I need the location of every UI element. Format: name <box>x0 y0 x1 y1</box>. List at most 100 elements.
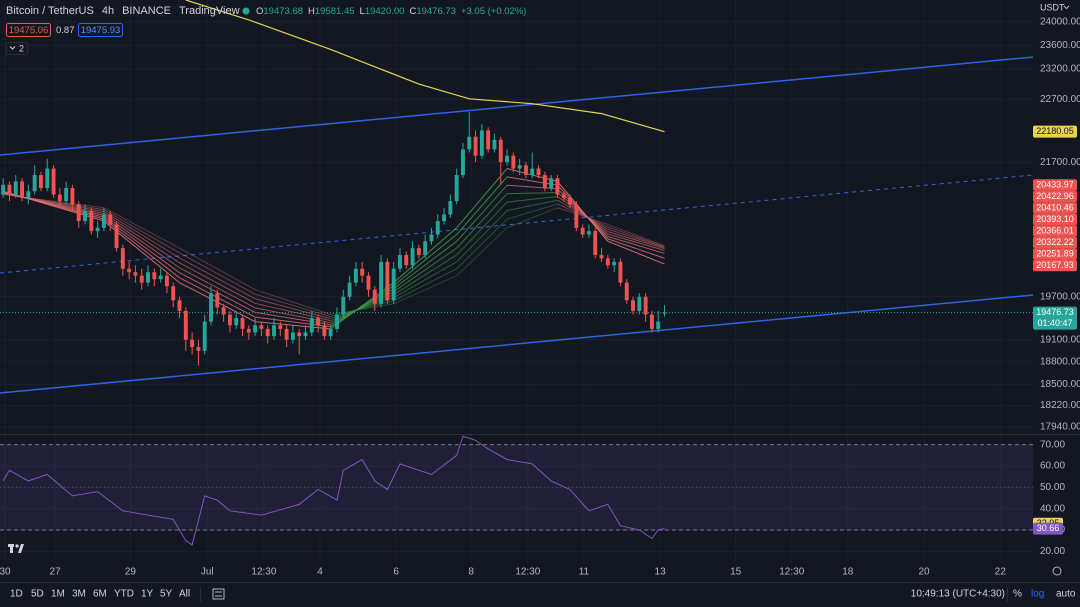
range-button[interactable]: 5Y <box>160 589 173 600</box>
candle-body <box>32 175 37 192</box>
price-badge <box>1033 225 1077 237</box>
candle-body <box>523 165 528 176</box>
range-button[interactable]: 1D <box>10 589 23 600</box>
candle-body <box>190 339 195 348</box>
candle-body <box>215 293 220 308</box>
range-button[interactable]: 1Y <box>141 589 154 600</box>
y-tick-label: 22700.00 <box>1040 94 1080 105</box>
clock: 10:49:13 (UTC+4:30) <box>911 589 1005 600</box>
candle-body <box>152 272 157 280</box>
price-badge <box>1033 179 1077 191</box>
price-badge-label: 20393.10 <box>1036 214 1074 224</box>
scale-button[interactable]: log <box>1031 589 1044 600</box>
candle-body <box>272 325 276 337</box>
candle-body <box>309 318 314 333</box>
candle-body <box>120 248 125 269</box>
candle-body <box>89 211 94 232</box>
currency-chevron <box>1063 5 1070 10</box>
candle-body <box>498 139 503 163</box>
candle-body <box>26 191 31 198</box>
candle-body <box>586 231 591 235</box>
currency[interactable]: USDT <box>1040 2 1065 12</box>
candle-body <box>643 296 648 315</box>
candle-body <box>83 211 87 222</box>
x-tick-label: 6 <box>393 567 399 578</box>
range-button[interactable]: 5D <box>31 589 44 600</box>
candle-body <box>246 328 251 333</box>
range-button[interactable]: 6M <box>93 589 107 600</box>
candle-body <box>158 275 163 280</box>
price-badge-label: 20366.01 <box>1036 225 1074 235</box>
ribbon-segment <box>506 199 558 212</box>
candle-body <box>631 300 635 311</box>
scale-button[interactable]: auto <box>1056 589 1076 600</box>
candle-body <box>379 261 384 304</box>
candle-body <box>76 204 81 222</box>
ribbon-segment <box>456 218 508 270</box>
candle-body <box>284 328 289 340</box>
candle-body <box>20 181 24 198</box>
ohlc-value: 19476.73 <box>416 6 456 17</box>
candle-body <box>347 282 352 297</box>
candle-body <box>133 272 138 276</box>
x-tick-label: Jul <box>201 567 214 578</box>
channel-lower <box>0 294 1033 394</box>
x-tick-label: 27 <box>50 567 62 578</box>
candle-body <box>593 231 598 255</box>
ribbon-segment <box>393 254 457 296</box>
candle-body <box>385 261 390 301</box>
candle-body <box>637 296 642 311</box>
candle-body <box>398 254 402 269</box>
ribbon-segment <box>557 207 608 225</box>
indicator-toggle[interactable] <box>6 42 28 55</box>
candle-body <box>259 325 264 329</box>
candle-body <box>656 321 661 329</box>
source: TradingView <box>179 5 240 17</box>
scale-button[interactable]: % <box>1013 589 1022 600</box>
y-tick-label: 19100.00 <box>1040 334 1080 345</box>
ribbon-segment <box>103 211 180 259</box>
ohlc-key: C <box>409 6 416 17</box>
ask-box[interactable] <box>78 23 123 37</box>
y-tick-label: 23200.00 <box>1040 64 1080 75</box>
price-badge <box>1033 236 1077 249</box>
ask: 19475.93 <box>81 25 121 36</box>
candle-body <box>183 310 188 340</box>
ribbon-segment <box>507 184 558 190</box>
ribbon-segment <box>103 207 180 249</box>
range-button[interactable]: All <box>179 589 190 600</box>
range-button[interactable]: YTD <box>114 589 134 600</box>
ribbon-segment <box>456 210 508 263</box>
price-badge-label: 20167.93 <box>1036 260 1074 270</box>
candle-body <box>95 227 100 232</box>
compare-icon[interactable] <box>212 588 225 600</box>
ribbon-segment <box>179 267 256 309</box>
ribbon-segment <box>506 195 558 203</box>
countdown: 01:40:47 <box>1037 318 1072 328</box>
x-tick-label: 22 <box>995 567 1007 578</box>
price-badge-label: 20410.46 <box>1036 202 1074 212</box>
ribbon-segment <box>456 184 508 242</box>
candle-body <box>108 214 113 225</box>
ohlc-key: H <box>308 6 315 17</box>
ribbon-segment <box>330 282 394 330</box>
candle-body <box>624 282 629 301</box>
chevron <box>9 46 16 50</box>
settings-icon[interactable] <box>1052 566 1062 576</box>
channel-middle <box>0 174 1033 274</box>
candle-body <box>442 214 447 222</box>
candle-body <box>360 268 365 276</box>
candle-body <box>612 261 617 266</box>
ohlc-key: L <box>360 6 365 17</box>
candle-body <box>511 155 516 169</box>
bid-box[interactable] <box>6 23 51 37</box>
ribbon-segment <box>507 192 558 195</box>
ohlc-key: O <box>256 6 263 17</box>
range-button[interactable]: 3M <box>72 589 86 600</box>
candle-body <box>64 188 69 202</box>
price-badge <box>1033 202 1077 214</box>
range-button[interactable]: 1M <box>51 589 65 600</box>
rsi-tick-label: 60.00 <box>1040 461 1065 472</box>
candle-body <box>322 325 327 337</box>
x-tick-label: 29 <box>125 567 137 578</box>
